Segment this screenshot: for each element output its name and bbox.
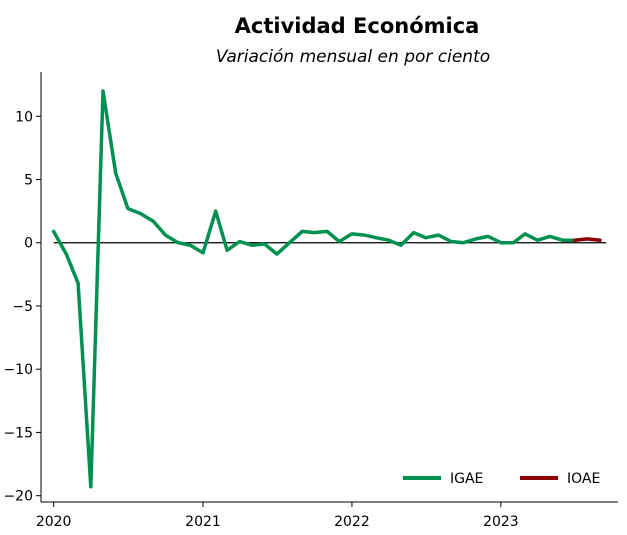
y-tick-label: 5	[24, 173, 33, 189]
legend: IGAE IOAE	[403, 471, 600, 487]
y-tick-label: −10	[3, 362, 33, 378]
y-tick-label: 0	[24, 236, 33, 252]
series-line-igae	[51, 89, 577, 489]
chart-subtitle: Variación mensual en por ciento	[216, 47, 490, 67]
x-tick-label: 2020	[36, 514, 72, 530]
x-tick-label: 2021	[185, 514, 221, 530]
series-line-ioae	[572, 237, 602, 242]
y-tick-label: 10	[15, 109, 33, 125]
x-tick-label: 2023	[483, 514, 519, 530]
series-layer	[51, 89, 602, 489]
chart-title: Actividad Económica	[235, 14, 480, 38]
y-tick-label: −20	[3, 489, 33, 505]
y-tick-label: −15	[3, 425, 33, 441]
y-tick-label: −5	[12, 299, 33, 315]
legend-label: IGAE	[450, 471, 483, 487]
legend-label: IOAE	[567, 471, 600, 487]
x-tick-label: 2022	[334, 514, 370, 530]
